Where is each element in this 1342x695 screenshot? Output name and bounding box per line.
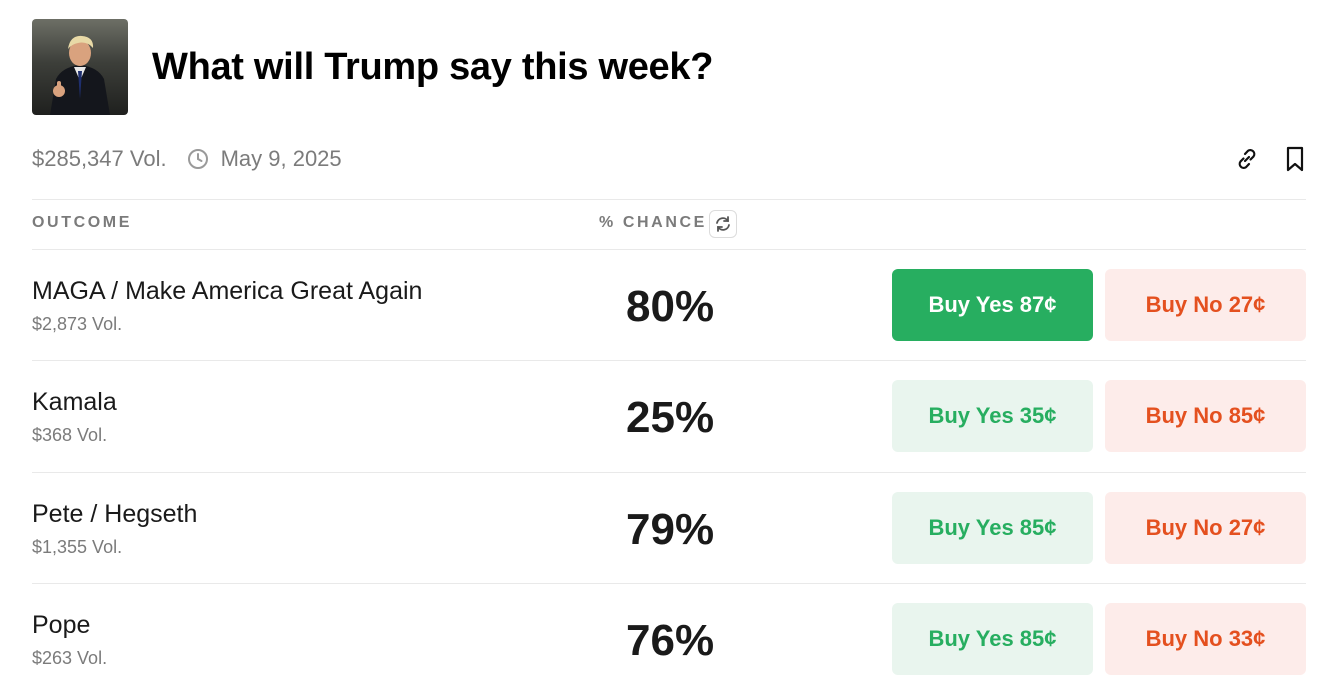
outcome-row: Pete / Hegseth $1,355 Vol. 79% Buy Yes 8… xyxy=(32,473,1306,584)
outcome-name: Kamala xyxy=(32,388,117,416)
outcome-row: MAGA / Make America Great Again $2,873 V… xyxy=(32,250,1306,361)
clock-icon xyxy=(187,148,209,170)
buy-yes-button[interactable]: Buy Yes 85¢ xyxy=(892,603,1093,675)
outcome-chance: 79% xyxy=(626,505,715,554)
refresh-button[interactable] xyxy=(709,210,737,238)
outcome-volume: $1,355 Vol. xyxy=(32,537,123,557)
market-thumbnail[interactable] xyxy=(32,19,128,115)
buy-yes-button[interactable]: Buy Yes 35¢ xyxy=(892,380,1093,452)
market-meta: $285,347 Vol. May 9, 2025 xyxy=(32,146,342,172)
divider xyxy=(32,583,1306,584)
outcome-row: Pope $263 Vol. 76% Buy Yes 85¢ Buy No 33… xyxy=(32,584,1306,695)
outcome-chance: 76% xyxy=(626,616,715,665)
end-date: May 9, 2025 xyxy=(220,146,342,171)
outcome-name: MAGA / Make America Great Again xyxy=(32,277,423,305)
divider xyxy=(32,472,1306,473)
divider xyxy=(32,249,1306,250)
market-actions xyxy=(1234,146,1306,172)
outcome-volume: $2,873 Vol. xyxy=(32,314,123,334)
buy-yes-button[interactable]: Buy Yes 85¢ xyxy=(892,492,1093,564)
outcome-name: Pete / Hegseth xyxy=(32,500,198,528)
outcome-chance: 25% xyxy=(626,393,715,442)
buy-yes-button[interactable]: Buy Yes 87¢ xyxy=(892,269,1093,341)
buy-no-button[interactable]: Buy No 27¢ xyxy=(1105,269,1306,341)
buy-no-button[interactable]: Buy No 33¢ xyxy=(1105,603,1306,675)
buy-no-button[interactable]: Buy No 27¢ xyxy=(1105,492,1306,564)
bookmark-icon[interactable] xyxy=(1284,146,1306,172)
divider xyxy=(32,199,1306,200)
outcome-chance: 80% xyxy=(626,282,715,331)
page-title: What will Trump say this week? xyxy=(152,45,714,88)
outcome-volume: $368 Vol. xyxy=(32,425,108,445)
outcome-row: Kamala $368 Vol. 25% Buy Yes 35¢ Buy No … xyxy=(32,361,1306,472)
outcome-column-header: OUTCOME xyxy=(32,214,132,231)
total-volume: $285,347 Vol. xyxy=(32,146,167,171)
market-header: What will Trump say this week? xyxy=(32,19,713,115)
buy-no-button[interactable]: Buy No 85¢ xyxy=(1105,380,1306,452)
divider xyxy=(32,360,1306,361)
outcome-volume: $263 Vol. xyxy=(32,648,108,668)
refresh-icon xyxy=(714,215,732,233)
outcome-name: Pope xyxy=(32,611,91,639)
chance-column-header: % CHANCE xyxy=(599,214,707,231)
link-icon[interactable] xyxy=(1234,146,1260,172)
